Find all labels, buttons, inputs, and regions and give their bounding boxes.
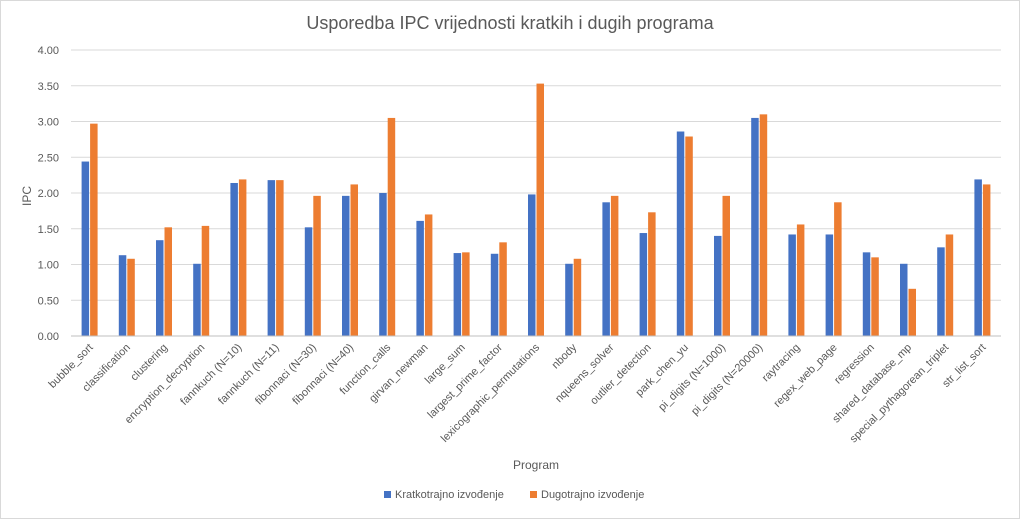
bar-short <box>714 235 722 336</box>
bar-short <box>193 263 201 336</box>
y-axis-ticks: 0.00 0.50 1.00 1.50 2.00 2.50 3.00 3.50 4.00 <box>38 45 59 343</box>
gridlines <box>71 49 1001 301</box>
bar-long <box>834 202 842 336</box>
x-tick-label: pi_digits (N=20000) <box>689 342 765 418</box>
legend-label: Kratkotrajno izvođenje <box>395 489 504 501</box>
x-axis-label: Program <box>513 458 559 472</box>
bar-short <box>156 240 164 336</box>
bar-long <box>238 179 247 336</box>
legend-swatch <box>530 491 537 498</box>
legend-swatch <box>384 491 391 498</box>
bar-short <box>751 117 759 336</box>
bar-long <box>908 288 916 336</box>
bar-long <box>573 258 582 336</box>
bar-short <box>379 193 387 336</box>
y-tick-label: 3.50 <box>38 81 59 93</box>
bar-long <box>499 242 507 336</box>
bar-short <box>788 234 796 336</box>
bar-long <box>685 136 693 336</box>
bar-long <box>536 83 544 336</box>
bar-short <box>565 263 573 336</box>
legend: Kratkotrajno izvođenje Dugotrajno izvođen… <box>384 489 644 501</box>
bar-long <box>982 184 991 336</box>
bar-long <box>90 123 98 337</box>
bar-long <box>127 258 135 336</box>
bar-long <box>648 212 656 336</box>
bar-short <box>974 179 982 336</box>
bar-long <box>387 117 396 336</box>
y-tick-label: 0.50 <box>38 295 59 307</box>
bar-long <box>945 234 954 336</box>
x-axis-ticks: bubble_sortclassificationclusteringencry… <box>47 341 989 445</box>
bar-long <box>722 195 730 336</box>
bar-short <box>825 234 834 336</box>
bar-long <box>462 252 470 336</box>
bar-short <box>304 227 313 336</box>
bar-short <box>602 202 610 336</box>
bar-short <box>490 253 499 336</box>
bar-long <box>164 227 172 336</box>
x-tick-label: nbody <box>550 341 580 371</box>
bar-short <box>416 220 424 336</box>
y-tick-label: 3.00 <box>38 117 59 129</box>
y-tick-label: 1.50 <box>38 224 59 236</box>
bar-short <box>342 195 350 336</box>
bar-long <box>610 195 619 336</box>
bar-long <box>201 225 210 336</box>
bar-short <box>862 252 871 336</box>
y-axis-label: IPC <box>20 186 34 206</box>
bar-short <box>230 182 238 336</box>
bar-long <box>276 180 284 336</box>
bar-long <box>424 214 433 336</box>
bar-short <box>676 131 685 336</box>
bar-long <box>313 195 321 336</box>
bar-short <box>900 263 908 336</box>
y-tick-label: 4.00 <box>38 45 59 57</box>
bar-long <box>759 114 768 336</box>
y-tick-label: 2.00 <box>38 188 59 200</box>
bar-short <box>118 255 127 336</box>
y-tick-label: 2.50 <box>38 152 59 164</box>
x-tick-label: regex_web_page <box>772 342 840 410</box>
y-tick-label: 1.00 <box>38 260 59 272</box>
bar-long <box>871 257 879 336</box>
x-tick-label: pi_digits (N=1000) <box>656 342 728 414</box>
bar-short <box>528 194 536 336</box>
bar-short <box>453 253 462 336</box>
y-tick-label: 0.00 <box>38 331 59 343</box>
bar-short <box>639 233 648 336</box>
bar-short <box>937 247 945 336</box>
legend-label: Dugotrajno izvođenje <box>541 489 644 501</box>
chart-title: Usporedba IPC vrijednosti kratkih i dugi… <box>306 13 714 33</box>
bar-long <box>796 224 805 336</box>
bars <box>81 83 991 337</box>
bar-long <box>350 184 358 336</box>
bar-short <box>267 180 276 336</box>
bar-short <box>81 161 90 336</box>
